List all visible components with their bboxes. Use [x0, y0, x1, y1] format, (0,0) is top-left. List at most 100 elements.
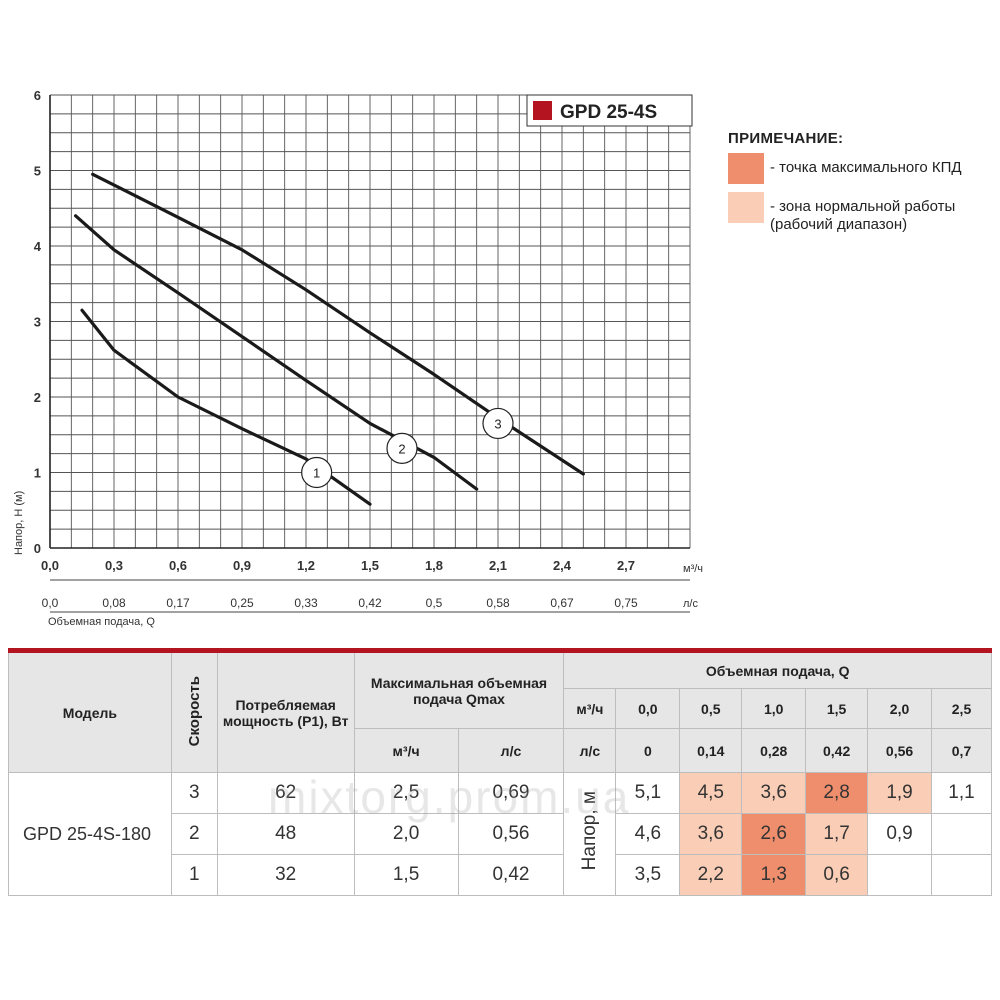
head-cell-working-range: 1,9 — [867, 772, 932, 814]
header-qmax: Максимальная объемная подача Qmax — [353, 648, 565, 729]
flow-m3h-cell: 0,0 — [615, 688, 681, 729]
x-axis-label: Объемная подача, Q — [48, 616, 155, 628]
x2-tick-label: 0,75 — [614, 596, 638, 610]
flow-ls-cell: 0,56 — [867, 728, 932, 773]
curve-label-text: 3 — [494, 416, 501, 431]
curve-label-text: 1 — [313, 466, 320, 481]
chart-axes: 0 1 2 3 4 5 6 0,0 0,3 0,6 0,9 1,2 1,5 1,8 2,1 2,4 2,7 0,0… — [34, 88, 690, 613]
power-cell: 48 — [216, 813, 355, 855]
x2-tick-label: 0,67 — [550, 596, 574, 610]
x-tick-label: 1,2 — [297, 558, 315, 573]
note-title: ПРИМЕЧАНИЕ: — [728, 130, 844, 147]
flow-ls-cell: 0,42 — [805, 728, 869, 773]
head-cell — [931, 854, 992, 896]
speed-cell: 1 — [170, 854, 218, 896]
head-cell-working-range: 4,5 — [679, 772, 743, 814]
header-power: Потребляемая мощность (P1), Вт — [216, 648, 355, 773]
header-flow: Объемная подача, Q — [563, 648, 992, 689]
head-cell — [931, 813, 992, 855]
x-tick-label: 2,7 — [617, 558, 635, 573]
note-item-working-range: - зона нормальной работы (рабочий диапаз… — [728, 192, 988, 234]
flow-m3h-cell: 2,5 — [931, 688, 992, 729]
flow-m3h-cell: 0,5 — [679, 688, 743, 729]
x2-axis-unit: л/с — [683, 598, 698, 610]
x2-tick-label: 0,33 — [294, 596, 318, 610]
head-cell-max-efficiency: 1,3 — [741, 854, 807, 896]
table-row-speed-1: 1 32 1,5 0,42 3,5 2,2 1,3 0,6 — [9, 854, 992, 896]
flow-ls-cell: 0,14 — [679, 728, 743, 773]
x-axis-unit: м³/ч — [683, 563, 703, 575]
y-axis-label: Напор, Н (м) — [13, 491, 25, 555]
note-item-max-efficiency: - точка максимального КПД — [728, 153, 988, 184]
header-qmax-ls: л/с — [457, 728, 565, 773]
header-model: Модель — [8, 648, 172, 773]
head-cell-working-range: 3,6 — [679, 813, 743, 855]
chart-series — [73, 172, 585, 506]
model-cell: GPD 25-4S-180 — [8, 772, 172, 896]
chart-title: GPD 25-4S — [560, 102, 657, 123]
head-cell-working-range: 3,6 — [741, 772, 807, 814]
note-panel: ПРИМЕЧАНИЕ: - точка максимального КПД - … — [728, 130, 988, 242]
speed-cell: 2 — [170, 813, 218, 855]
curve-label-2: 2 — [386, 432, 418, 464]
series-line-2 — [73, 214, 479, 491]
curve-label-circle — [386, 432, 418, 464]
y-tick-label: 2 — [34, 390, 41, 405]
flow-ls-cell: 0 — [615, 728, 681, 773]
working-range-swatch — [728, 192, 764, 223]
qmax-ls-cell: 0,42 — [457, 854, 565, 896]
flow-m3h-cell: 2,0 — [867, 688, 932, 729]
chart-grid — [49, 94, 691, 549]
x2-tick-label: 0,58 — [486, 596, 510, 610]
x-tick-label: 2,1 — [489, 558, 507, 573]
pump-curve-chart: 0 1 2 3 4 5 6 0,0 0,3 0,6 0,9 1,2 1,5 1,8 2,1 2,4 2,7 0,0… — [13, 88, 703, 628]
flow-m3h-cell: 1,5 — [805, 688, 869, 729]
curve-label-text: 2 — [398, 441, 405, 456]
head-cell-working-range: 2,2 — [679, 854, 743, 896]
speed-cell: 3 — [170, 772, 218, 814]
qmax-ls-cell: 0,56 — [457, 813, 565, 855]
series-line-3 — [91, 172, 585, 476]
x-tick-label: 1,5 — [361, 558, 379, 573]
power-cell: 62 — [216, 772, 355, 814]
curve-label-circle — [482, 407, 514, 440]
note-item-label: - точка максимального КПД — [770, 159, 962, 176]
qmax-m3h-cell: 1,5 — [353, 854, 459, 896]
qmax-m3h-cell: 2,0 — [353, 813, 459, 855]
header-flow-unit-ls: л/с — [563, 728, 617, 773]
brand-swatch — [533, 101, 552, 120]
head-cell-max-efficiency: 2,8 — [805, 772, 869, 814]
head-cell-working-range: 1,7 — [805, 813, 869, 855]
head-cell: 0,9 — [867, 813, 932, 855]
curve-label-3: 3 — [482, 407, 514, 440]
header-speed: Скорость — [170, 648, 218, 773]
x2-tick-label: 0,5 — [426, 596, 443, 610]
head-cell: 5,1 — [615, 772, 681, 814]
x-tick-label: 2,4 — [553, 558, 572, 573]
flow-ls-cell: 0,7 — [931, 728, 992, 773]
curve-label-1: 1 — [301, 456, 333, 489]
x-tick-label: 0,0 — [41, 558, 59, 573]
head-label-cell: Напор, м — [563, 772, 617, 896]
power-cell: 32 — [216, 854, 355, 896]
qmax-ls-cell: 0,69 — [457, 772, 565, 814]
header-flow-unit-m3h: м³/ч — [563, 688, 617, 729]
chart-legend-box: GPD 25-4S — [526, 94, 693, 127]
head-cell-working-range: 0,6 — [805, 854, 869, 896]
x2-tick-label: 0,17 — [166, 596, 190, 610]
x2-tick-label: 0,42 — [358, 596, 382, 610]
x2-tick-label: 0,25 — [230, 596, 254, 610]
y-tick-label: 6 — [34, 88, 41, 103]
qmax-m3h-cell: 2,5 — [353, 772, 459, 814]
head-cell: 1,1 — [931, 772, 992, 814]
flow-ls-cell: 0,28 — [741, 728, 807, 773]
flow-m3h-cell: 1,0 — [741, 688, 807, 729]
header-qmax-m3h: м³/ч — [353, 728, 459, 773]
pump-data-table: Модель Скорость Потребляемая мощность (P… — [8, 648, 992, 896]
x-tick-label: 0,9 — [233, 558, 251, 573]
y-tick-label: 0 — [34, 541, 41, 556]
y-tick-label: 3 — [34, 315, 41, 330]
chart-curve-labels: 1 2 3 — [301, 407, 514, 489]
head-cell: 4,6 — [615, 813, 681, 855]
x2-tick-label: 0,08 — [102, 596, 126, 610]
